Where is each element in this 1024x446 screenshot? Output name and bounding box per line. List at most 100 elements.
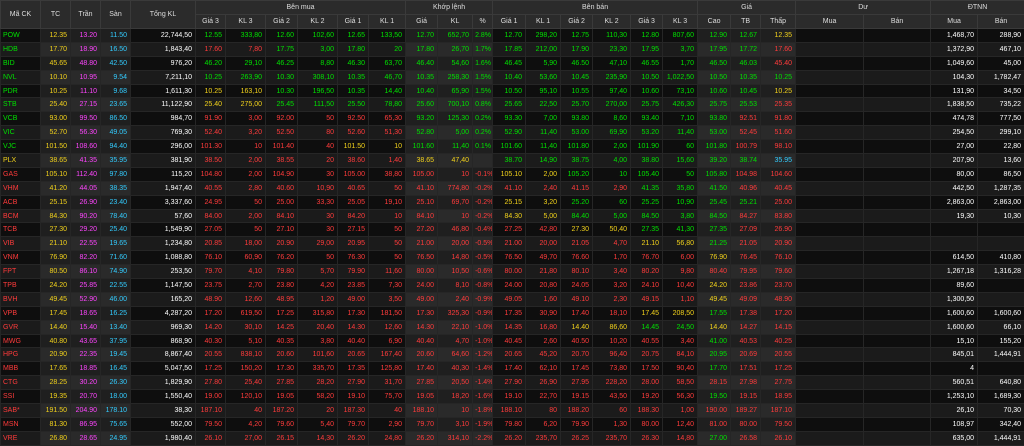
- cell: 78,80: [367, 97, 407, 113]
- cell: 86.95: [70, 416, 101, 432]
- cell: 26.58: [730, 430, 762, 446]
- cell: 48.80: [70, 55, 101, 71]
- cell: 17.20: [760, 305, 797, 321]
- cell: 84.20: [337, 208, 369, 224]
- cell: 24.95: [195, 194, 226, 210]
- cell: 16.45: [100, 361, 131, 377]
- stock-row[interactable]: PDR 10.25 11.10 9.68 1,611,30 10.25 163,10 10.3…: [0, 83, 1024, 99]
- cell: 26.20: [405, 430, 439, 446]
- stock-row[interactable]: TPB 24.20 25.85 22.55 1,147,50 23.75 2,70 23.80…: [0, 278, 1024, 293]
- cell: -0.4%: [472, 222, 494, 238]
- cell: 13,60: [977, 153, 1024, 168]
- cell: 314,10: [437, 430, 474, 446]
- stock-row[interactable]: FPT 80.50 86.10 74.90 253,50 79.70 4,10 79.80 5,…: [0, 264, 1024, 280]
- cell: 131,90: [930, 83, 979, 99]
- cell: 1,316,28: [977, 264, 1024, 280]
- cell: [863, 139, 932, 155]
- cell: 38.60: [337, 153, 369, 168]
- cell: [863, 389, 932, 405]
- cell: 17.25: [195, 361, 226, 377]
- stock-row[interactable]: GAS 105.10 112.40 97.80 115,20 104.80 2,00 104.…: [0, 166, 1024, 182]
- stock-row[interactable]: CTG 28.25 30.20 26.30 1,829,90 27.80 25,40 27.8…: [0, 375, 1024, 391]
- cell: 1,049,60: [930, 55, 979, 71]
- stock-row[interactable]: VPB 17.45 18.65 16.25 4,287,20 17.20 619,50 17.…: [0, 305, 1024, 321]
- stock-row[interactable]: BID 45.65 48.80 42.50 976,20 46.20 29,10 46.25 8…: [0, 55, 1024, 71]
- cell: 26,10: [930, 403, 979, 418]
- cell: 105.00: [405, 166, 439, 182]
- cell: [863, 416, 932, 432]
- cell: 10: [437, 166, 474, 182]
- cell: 27.75: [760, 375, 797, 391]
- stock-row[interactable]: VRE 26.80 28.65 24.95 1,980,40 26.10 27,00 26.1…: [0, 430, 1024, 446]
- cell: 25.40: [195, 97, 226, 113]
- cell: 17.30: [265, 361, 298, 377]
- stock-row[interactable]: BCM 84.30 90.20 78.40 57,60 84.00 2,00 84.10 30 8…: [0, 208, 1024, 224]
- cell: 52.45: [730, 125, 762, 141]
- stock-row[interactable]: BVH 49.45 52.90 46.00 165,20 48.90 12,60 48.95 1…: [0, 291, 1024, 307]
- stock-code: POW: [0, 28, 41, 43]
- cell: 1,600,60: [930, 319, 979, 335]
- cell: 2,863,00: [977, 194, 1024, 210]
- cell: 10.55: [560, 83, 594, 99]
- cell: 10.25: [195, 83, 226, 99]
- stock-row[interactable]: NVL 10.10 10.95 9.54 7,211,10 10.25 263,90 10.3…: [0, 69, 1024, 85]
- stock-row[interactable]: PLX 38.65 41.35 35.95 381,90 38.50 2,00 38.55 20…: [0, 153, 1024, 168]
- cell: [863, 125, 932, 141]
- stock-row[interactable]: HPG 20.90 22.35 19.45 8,867,40 20.55 838,10 20.…: [0, 347, 1024, 363]
- stock-row[interactable]: MBB 17.65 18.85 16.45 5,047,50 17.25 150,20 17.…: [0, 361, 1024, 377]
- stock-row[interactable]: ACB 25.15 26.90 23.40 3,337,60 24.95 50 25.00 33…: [0, 194, 1024, 210]
- cell: 308,10: [297, 69, 338, 85]
- cell: 700,10: [437, 97, 474, 113]
- cell: 17.40: [492, 361, 527, 377]
- stock-row[interactable]: MWG 40.80 43.65 37.95 868,90 40.30 5,10 40.35 3,…: [0, 333, 1024, 349]
- stock-row[interactable]: VJC 101.50 108.60 94.40 296,00 101.30 10 101.40…: [0, 139, 1024, 155]
- stock-row[interactable]: TCB 27.30 29.20 25.40 1,549,90 27.05 50 27.10 30…: [0, 222, 1024, 238]
- cell: 11,40: [525, 125, 562, 141]
- cell: 4,10: [225, 264, 266, 280]
- cell: 46,80: [437, 222, 474, 238]
- stock-row[interactable]: MSN 81.30 86.95 75.65 552,00 79.50 4,20 79.60 5,…: [0, 416, 1024, 432]
- cell: 10.35: [730, 69, 762, 85]
- cell: 22.35: [70, 347, 101, 363]
- stock-row[interactable]: VHM 41.20 44.05 38.35 1,947,40 40.55 2,80 40.60…: [0, 180, 1024, 196]
- stock-code: GAS: [0, 166, 41, 182]
- cell: 10: [225, 139, 266, 155]
- cell: 2,60: [525, 333, 562, 349]
- cell: 12,60: [367, 319, 407, 335]
- cell: 11,40: [662, 125, 699, 141]
- stock-row[interactable]: SSI 19.35 20.70 18.00 1,550,40 19.00 120,10 19.…: [0, 389, 1024, 405]
- cell: 56,80: [662, 236, 699, 252]
- stock-code: HDB: [0, 41, 41, 57]
- cell: 73,10: [662, 83, 699, 99]
- cell: -0.2%: [472, 194, 494, 210]
- cell: 12.67: [730, 28, 762, 43]
- stock-row[interactable]: STB 25.40 27.15 23.65 11,122,90 25.40 275,00 25…: [0, 97, 1024, 113]
- cell: 25.21: [730, 194, 762, 210]
- stock-row[interactable]: VNM 76.90 82.20 71.60 1,088,80 76.10 60,90 76.2…: [0, 250, 1024, 266]
- cell: 25.35: [760, 97, 797, 113]
- cell: 40.80: [40, 333, 71, 349]
- stock-row[interactable]: SAB* 191.50 204.90 178.10 38,30 187.10 40 187.2…: [0, 403, 1024, 418]
- stock-row[interactable]: VIB 21.10 22.55 19.65 1,234,80 20.85 18,00 20.9…: [0, 236, 1024, 252]
- cell: 1.7%: [472, 41, 494, 57]
- cell: 204.90: [70, 403, 101, 418]
- cell: 45.65: [40, 55, 71, 71]
- cell: 25,40: [225, 375, 266, 391]
- cell: 19.10: [492, 389, 527, 405]
- cell: 25.45: [265, 97, 298, 113]
- cell: [930, 222, 979, 238]
- stock-row[interactable]: VIC 52.70 56.30 49.05 769,30 52.40 3,20 52.50 80…: [0, 125, 1024, 141]
- cell: 79.60: [760, 264, 797, 280]
- stock-row[interactable]: GVR 14.40 15.40 13.40 969,30 14.20 30,10 14.25 2…: [0, 319, 1024, 335]
- cell: 11,60: [367, 264, 407, 280]
- stock-row[interactable]: POW 12.35 13.20 11.50 22,744,50 12.55 333,80 12…: [0, 28, 1024, 43]
- cell: 22,50: [525, 97, 562, 113]
- cell: 17.80: [405, 41, 439, 57]
- cell: 15,10: [930, 333, 979, 349]
- cell: 187.10: [195, 403, 226, 418]
- cell: 22,744,50: [130, 28, 196, 43]
- group-header: Bên bán: [492, 0, 699, 15]
- stock-row[interactable]: HDB 17.70 18.90 16.50 1,843,40 17.60 7,80 17.75…: [0, 41, 1024, 57]
- stock-row[interactable]: VCB 93.00 99.50 86.50 984,70 91.90 3,00 92.00 50…: [0, 111, 1024, 127]
- cell: 18.00: [100, 389, 131, 405]
